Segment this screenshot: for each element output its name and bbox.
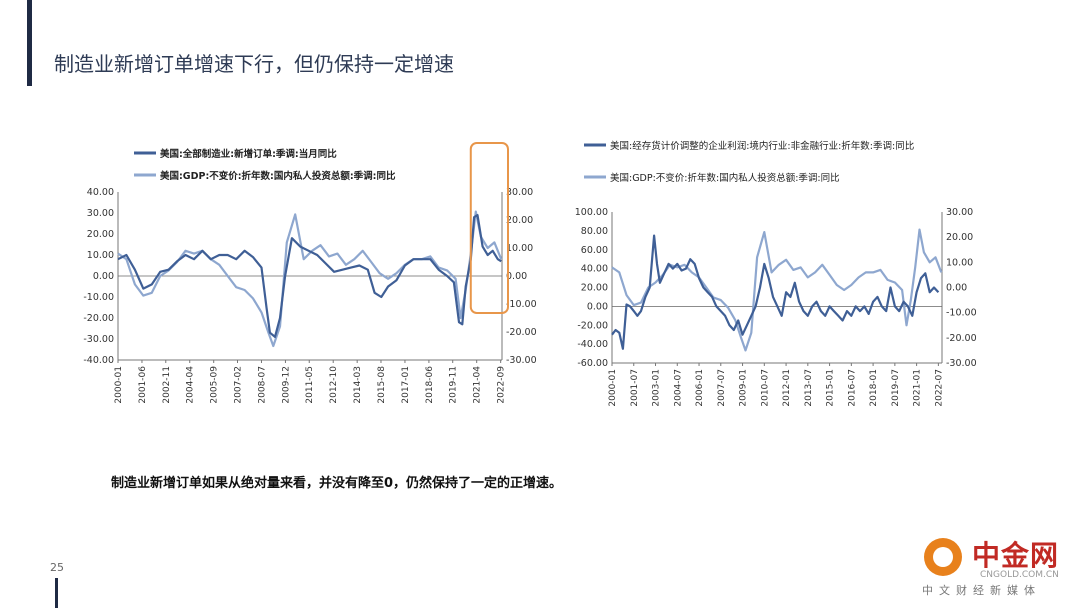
chart1-x-tick-label: 2007-02 (234, 366, 244, 404)
logo-url: CNGOLD.COM.CN (980, 570, 1059, 580)
chart2-x-tick-label: 2012-01 (782, 369, 792, 407)
chart1-x-tick-label: 2009-12 (281, 366, 291, 404)
chart1-right-tick-label: 0.00 (506, 271, 527, 282)
chart1-x-tick-label: 2019-11 (449, 366, 459, 404)
chart2-left-tick-label: 60.00 (581, 245, 608, 256)
chart2-right-tick-label: 0.00 (946, 283, 967, 294)
chart1-legend-label-2: 美国:GDP:不变价:折年数:国内私人投资总额:季调:同比 (159, 170, 396, 182)
chart2-left-tick-label: 0.00 (587, 301, 608, 312)
chart1-left-tick-label: -10.00 (83, 292, 114, 303)
logo-subtitle: 中文财经新媒体 (922, 584, 1041, 597)
chart1-highlight-box (469, 142, 509, 314)
chart1-right-tick-label: -10.00 (506, 299, 537, 310)
chart1-left-tick-label: -40.00 (83, 355, 114, 366)
chart2-x-tick-label: 2016-07 (847, 369, 857, 407)
chart1-left-tick-label: 10.00 (87, 250, 114, 261)
chart2-x-tick-label: 2001-07 (630, 369, 640, 407)
logo-icon (924, 538, 962, 576)
chart2-x-tick-label: 2003-01 (652, 369, 662, 407)
chart2-x-tick-label: 2000-01 (608, 369, 618, 407)
chart1-left-tick-label: -20.00 (83, 313, 114, 324)
chart2-x-tick-label: 2007-07 (717, 369, 727, 407)
logo: 中金网 CNGOLD.COM.CN 中文财经新媒体 (920, 532, 1070, 602)
chart2-x-tick-label: 2004-07 (673, 369, 683, 407)
chart2-right-tick-label: -20.00 (946, 333, 977, 344)
chart2-x-tick-label: 2009-01 (739, 369, 749, 407)
chart1-x-tick-label: 2005-09 (210, 366, 220, 404)
chart2-x-tick-label: 2013-07 (804, 369, 814, 407)
chart1-right-tick-label: -20.00 (506, 327, 537, 338)
chart1-left-tick-label: 40.00 (87, 187, 114, 198)
chart2-left-tick-label: 100.00 (575, 207, 608, 218)
chart2-x-tick-label: 2015-01 (826, 369, 836, 407)
chart1-legend-label-1: 美国:全部制造业:新增订单:季调:当月同比 (159, 148, 337, 160)
chart1-x-tick-label: 2001-06 (138, 366, 148, 404)
logo-name: 中金网 (972, 539, 1060, 572)
chart1-x-tick-label: 2002-11 (162, 366, 172, 404)
chart1-right-tick-label: 20.00 (506, 215, 533, 226)
chart2-left-tick-label: -60.00 (577, 358, 608, 369)
chart2-left-tick-label: 80.00 (581, 226, 608, 237)
chart1-x-tick-label: 2011-05 (305, 366, 315, 404)
chart1-right-tick-label: -30.00 (506, 355, 537, 366)
title-accent-bar (27, 0, 32, 86)
chart2-series-line-1 (611, 234, 940, 350)
chart1-x-tick-label: 2021-04 (473, 366, 483, 404)
chart2-legend-label-2: 美国:GDP:不变价:折年数:国内私人投资总额:季调:同比 (610, 172, 840, 184)
chart2-x-tick-label: 2010-07 (760, 369, 770, 407)
chart2-right-tick-label: 20.00 (946, 232, 973, 243)
caption-text: 制造业新增订单如果从绝对量来看，并没有降至0，仍然保持了一定的正增速。 (111, 476, 563, 491)
chart1-x-tick-label: 2018-06 (425, 366, 435, 404)
chart2-left-tick-label: 20.00 (581, 283, 608, 294)
chart2-x-tick-label: 2022-07 (934, 369, 944, 407)
chart-corporate-profits: 美国:经存货计价调整的企业利润:境内行业:非金融行业:折年数:季调:同比美国:G… (575, 140, 977, 407)
chart1-x-tick-label: 2015-08 (377, 366, 387, 404)
chart2-left-tick-label: 40.00 (581, 264, 608, 275)
chart1-x-tick-label: 2022-09 (497, 366, 507, 404)
chart1-left-tick-label: -30.00 (83, 334, 114, 345)
chart2-right-tick-label: 10.00 (946, 257, 973, 268)
chart1-series-line-2 (117, 210, 503, 348)
chart2-x-tick-label: 2019-07 (891, 369, 901, 407)
chart2-right-tick-label: -10.00 (946, 308, 977, 319)
chart1-right-tick-label: 30.00 (506, 187, 533, 198)
chart2-left-tick-label: -40.00 (577, 339, 608, 350)
chart1-x-tick-label: 2004-04 (186, 366, 196, 404)
chart1-left-tick-label: 20.00 (87, 229, 114, 240)
chart1-right-tick-label: 10.00 (506, 243, 533, 254)
chart2-left-tick-label: -20.00 (577, 320, 608, 331)
page-title: 制造业新增订单增速下行，但仍保持一定增速 (54, 52, 454, 76)
chart1-left-tick-label: 30.00 (87, 208, 114, 219)
chart2-legend-label-1: 美国:经存货计价调整的企业利润:境内行业:非金融行业:折年数:季调:同比 (610, 140, 914, 152)
chart-new-orders: 美国:全部制造业:新增订单:季调:当月同比美国:GDP:不变价:折年数:国内私人… (83, 142, 537, 404)
chart1-x-tick-label: 2000-01 (114, 366, 124, 404)
chart2-x-tick-label: 2018-01 (869, 369, 879, 407)
page-number: 25 (50, 561, 64, 574)
chart1-left-tick-label: 0.00 (93, 271, 114, 282)
chart1-x-tick-label: 2017-01 (401, 366, 411, 404)
chart1-x-tick-label: 2012-10 (329, 366, 339, 404)
chart1-x-tick-label: 2014-03 (353, 366, 363, 404)
chart2-right-tick-label: 30.00 (946, 207, 973, 218)
chart1-x-tick-label: 2008-07 (257, 366, 267, 404)
chart2-x-tick-label: 2006-01 (695, 369, 705, 407)
bottom-accent-bar (55, 578, 58, 608)
chart2-x-tick-label: 2021-01 (913, 369, 923, 407)
chart2-right-tick-label: -30.00 (946, 358, 977, 369)
chart1-series-line-1 (117, 213, 502, 338)
